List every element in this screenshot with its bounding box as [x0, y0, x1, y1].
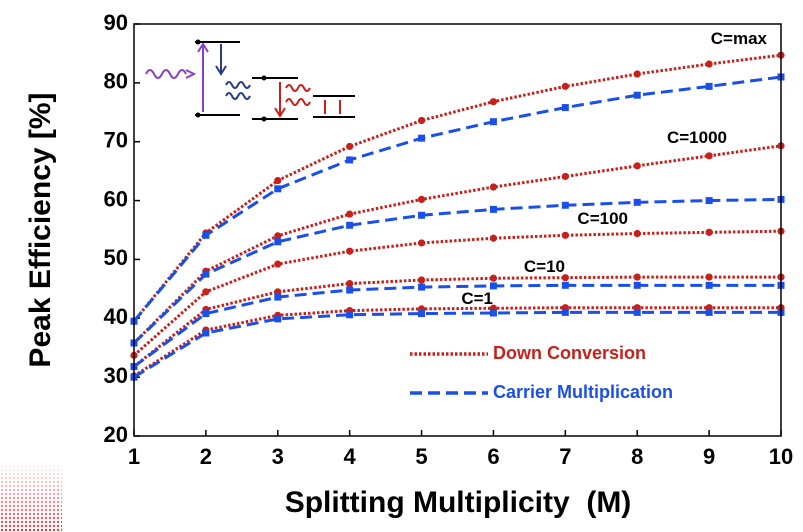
marker [274, 260, 282, 268]
marker [561, 281, 569, 289]
x-tick-label: 7 [559, 444, 571, 469]
data-line [132, 53, 782, 323]
curve-label: C=1000 [667, 128, 727, 147]
marker [202, 329, 210, 337]
marker [561, 308, 569, 316]
x-tick-label: 9 [703, 444, 715, 469]
x-tick-label: 6 [487, 444, 499, 469]
y-tick-label: 70 [104, 128, 128, 153]
x-tick-label: 3 [272, 444, 284, 469]
marker [489, 234, 498, 242]
corner-decoration [0, 462, 62, 532]
x-tick-label: 4 [344, 444, 357, 469]
marker [202, 270, 210, 278]
marker [633, 229, 641, 238]
marker [705, 228, 713, 236]
marker [561, 201, 569, 209]
y-axis-title: Peak Efficiency [%] [24, 92, 57, 367]
curve-label: C=100 [577, 209, 628, 228]
marker [561, 104, 569, 112]
marker [417, 195, 426, 203]
marker [705, 308, 713, 316]
x-axis-title: Splitting Multiplicity (M) [285, 486, 632, 519]
marker [705, 281, 713, 289]
data-line [133, 310, 781, 379]
marker [633, 91, 641, 99]
legend-label: Carrier Multiplication [493, 382, 673, 402]
marker [417, 239, 426, 247]
marker [417, 116, 426, 125]
marker [489, 282, 497, 290]
marker [346, 156, 354, 164]
data-line [133, 306, 781, 378]
marker [705, 152, 713, 160]
marker [417, 276, 426, 284]
marker [418, 310, 426, 318]
data-line [132, 75, 782, 323]
marker [633, 273, 641, 281]
x-tick-label: 10 [769, 444, 793, 469]
marker [489, 183, 498, 191]
x-tick-label: 1 [128, 444, 140, 469]
marker [202, 310, 210, 318]
marker [561, 82, 569, 90]
x-tick-label: 8 [631, 444, 643, 469]
marker [346, 311, 354, 319]
marker [489, 118, 497, 126]
marker [274, 185, 282, 193]
marker [346, 210, 354, 218]
marker [561, 274, 569, 282]
marker [705, 60, 713, 68]
marker [202, 231, 210, 239]
marker [346, 279, 354, 288]
marker [489, 274, 498, 282]
x-tick-label: 2 [200, 444, 212, 469]
marker [346, 142, 354, 151]
y-tick-label: 20 [104, 422, 128, 447]
marker [346, 247, 354, 255]
y-tick-label: 40 [104, 304, 128, 329]
marker [633, 308, 641, 316]
marker [346, 221, 354, 229]
data-line [132, 197, 782, 345]
marker [633, 70, 641, 78]
marker [274, 293, 282, 301]
y-tick-label: 30 [104, 363, 128, 388]
x-tick-label: 5 [415, 444, 427, 469]
marker [561, 231, 569, 239]
marker [489, 98, 498, 106]
marker [489, 309, 497, 317]
marker [633, 281, 641, 289]
marker [274, 176, 282, 185]
marker [418, 211, 426, 219]
marker [202, 288, 210, 296]
marker [705, 197, 713, 205]
marker [274, 232, 282, 240]
curve-label: C=10 [524, 257, 565, 276]
marker [274, 315, 282, 323]
marker [489, 205, 497, 213]
marker [633, 162, 641, 170]
marker [346, 286, 354, 294]
y-tick-label: 60 [104, 186, 128, 211]
data-line [133, 283, 781, 368]
marker [705, 82, 713, 90]
marker [561, 172, 569, 181]
marker [705, 273, 713, 281]
marker [418, 134, 426, 142]
marker [274, 238, 282, 246]
marker [418, 283, 426, 291]
inset-diagram [145, 39, 355, 122]
curve-label: C=1 [461, 289, 493, 308]
y-tick-label: 50 [104, 245, 128, 270]
plot-frame [133, 23, 782, 437]
data-line [133, 229, 782, 357]
data-line [132, 144, 782, 345]
marker [633, 198, 641, 206]
legend-label: Down Conversion [493, 343, 646, 363]
y-tick-label: 80 [104, 69, 128, 94]
curve-label: C=max [711, 29, 768, 48]
y-tick-label: 90 [104, 10, 128, 35]
